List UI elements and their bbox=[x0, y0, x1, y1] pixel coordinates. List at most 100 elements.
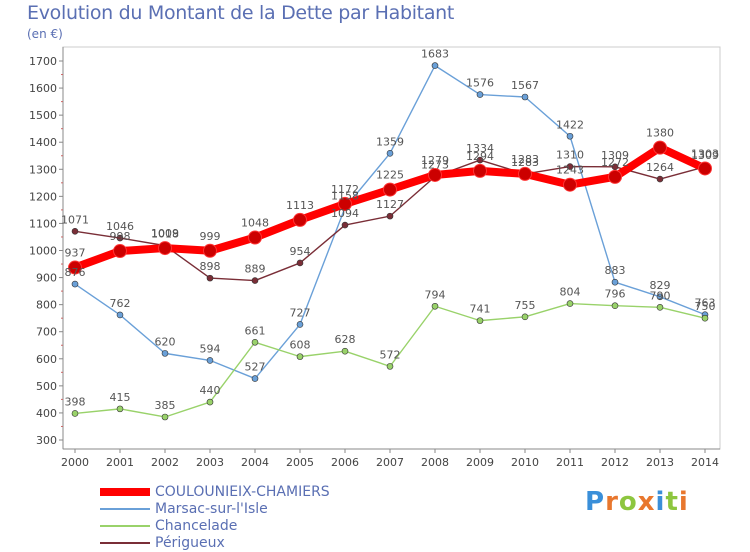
data-point bbox=[653, 140, 667, 155]
data-point bbox=[518, 166, 532, 181]
data-label: 594 bbox=[200, 342, 221, 355]
data-point bbox=[566, 132, 574, 140]
data-label: 1334 bbox=[466, 142, 494, 155]
data-point bbox=[71, 410, 79, 417]
data-point bbox=[251, 338, 259, 346]
data-label: 1576 bbox=[466, 77, 494, 90]
data-point bbox=[611, 302, 619, 310]
data-label: 898 bbox=[200, 260, 221, 273]
data-point bbox=[338, 196, 352, 211]
data-label: 620 bbox=[155, 335, 176, 348]
legend-label: COULOUNIEIX-CHAMIERS bbox=[155, 484, 330, 500]
data-label: 1172 bbox=[331, 183, 359, 196]
series-2 bbox=[71, 300, 709, 421]
y-tick-label: 1000 bbox=[29, 245, 57, 258]
y-tick-label: 1700 bbox=[29, 55, 57, 68]
data-label: 794 bbox=[425, 288, 446, 301]
x-tick-label: 2005 bbox=[286, 456, 314, 469]
data-label: 762 bbox=[110, 297, 131, 310]
legend-label: Chancelade bbox=[155, 518, 238, 534]
series-line bbox=[74, 64, 706, 380]
data-point bbox=[476, 91, 484, 98]
data-point bbox=[656, 175, 664, 183]
data-label: 415 bbox=[110, 391, 131, 404]
logo-letter: o bbox=[618, 487, 638, 517]
y-tick-label: 1400 bbox=[29, 136, 57, 149]
data-label: 796 bbox=[605, 288, 626, 301]
data-label: 1380 bbox=[646, 127, 674, 140]
data-point bbox=[293, 212, 307, 227]
data-point bbox=[386, 150, 394, 157]
logo-letter: P bbox=[585, 487, 606, 517]
data-label: 998 bbox=[110, 230, 131, 243]
data-label: 1094 bbox=[331, 207, 359, 220]
data-point bbox=[701, 314, 709, 322]
data-label: 1046 bbox=[106, 220, 134, 233]
legend-swatch bbox=[100, 542, 150, 544]
data-label: 385 bbox=[155, 399, 176, 412]
x-tick-label: 2000 bbox=[61, 456, 89, 469]
chart-unit: (en €) bbox=[27, 27, 63, 41]
x-tick-label: 2009 bbox=[466, 456, 494, 469]
data-label: 937 bbox=[65, 247, 86, 260]
data-point bbox=[656, 304, 664, 311]
data-label: 1071 bbox=[61, 213, 89, 226]
y-tick-label: 600 bbox=[36, 353, 57, 366]
data-point bbox=[68, 260, 82, 275]
data-point bbox=[113, 244, 127, 259]
data-point bbox=[383, 182, 397, 197]
data-label: 1303 bbox=[691, 147, 719, 160]
data-point bbox=[248, 230, 262, 245]
data-label: 1018 bbox=[151, 228, 179, 241]
data-point bbox=[116, 234, 124, 242]
logo-letter: r bbox=[605, 487, 619, 517]
data-label: 750 bbox=[695, 300, 716, 313]
x-tick-label: 2007 bbox=[376, 456, 404, 469]
data-point bbox=[296, 321, 304, 328]
data-label: 1309 bbox=[691, 149, 719, 162]
y-tick-label: 800 bbox=[36, 299, 57, 312]
data-label: 1567 bbox=[511, 79, 539, 92]
data-point bbox=[476, 317, 484, 324]
data-label: 954 bbox=[290, 245, 311, 258]
data-point bbox=[161, 350, 169, 357]
x-tick-label: 2004 bbox=[241, 456, 269, 469]
x-tick-label: 2003 bbox=[196, 456, 224, 469]
data-point bbox=[698, 161, 712, 176]
data-point bbox=[656, 293, 664, 301]
y-tick-label: 900 bbox=[36, 272, 57, 285]
data-point bbox=[611, 163, 619, 171]
data-label: 1294 bbox=[466, 150, 494, 163]
chart-data-labels: 876 762 620 594 527 727 1158 1359 1683 1576 1567 14… bbox=[61, 48, 719, 412]
data-label: 661 bbox=[245, 324, 266, 337]
data-label: 527 bbox=[245, 361, 266, 374]
data-point bbox=[386, 212, 394, 220]
data-point bbox=[158, 241, 172, 256]
chart-series bbox=[68, 62, 712, 421]
legend-swatch bbox=[100, 525, 150, 527]
data-point bbox=[428, 167, 442, 182]
y-tick-label: 1100 bbox=[29, 217, 57, 230]
proxiti-logo: Proxiti bbox=[585, 487, 689, 517]
data-label: 883 bbox=[605, 264, 626, 277]
data-label: 763 bbox=[695, 297, 716, 310]
data-point bbox=[251, 277, 259, 284]
data-label: 755 bbox=[515, 299, 536, 312]
data-label: 1243 bbox=[556, 164, 584, 177]
data-label: 1683 bbox=[421, 48, 449, 61]
x-tick-label: 2006 bbox=[331, 456, 359, 469]
data-point bbox=[563, 177, 577, 192]
y-tick-label: 1600 bbox=[29, 82, 57, 95]
data-point bbox=[251, 375, 259, 382]
data-label: 741 bbox=[470, 303, 491, 316]
data-point bbox=[161, 413, 169, 421]
y-tick-label: 1500 bbox=[29, 109, 57, 122]
x-tick-label: 2010 bbox=[511, 456, 539, 469]
data-label: 1310 bbox=[556, 149, 584, 162]
legend-swatch bbox=[100, 488, 150, 496]
logo-letter: x bbox=[637, 487, 656, 517]
data-point bbox=[521, 93, 529, 101]
data-point bbox=[566, 163, 574, 170]
